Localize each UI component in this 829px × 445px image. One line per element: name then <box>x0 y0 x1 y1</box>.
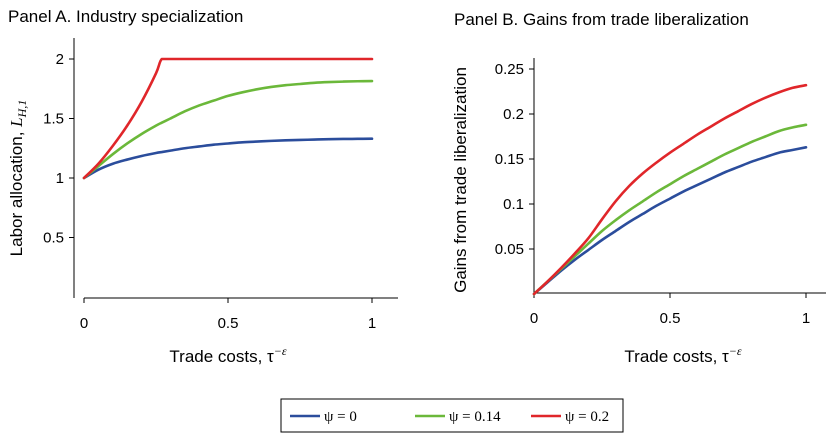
legend: ψ = 0 ψ = 0.14 ψ = 0.2 <box>280 398 624 433</box>
panel-b-x-axis-superscript: −ε <box>729 344 742 358</box>
panel-a-y-tick-label: 1.5 <box>43 111 64 128</box>
panel-a-y-axis-math: L <box>7 117 26 127</box>
panel-b-series-line-3 <box>532 83 808 296</box>
panel-b-series-line-1 <box>532 146 808 296</box>
panel-a-y-axis-label-text: Labor allocation, <box>7 127 26 256</box>
panel-a-chart: Panel A. Industry specialization 0 0.5 1 0.… <box>7 7 398 366</box>
panel-a-title: Panel A. Industry specialization <box>8 7 243 26</box>
panel-a-x-axis-label-text: Trade costs, τ <box>169 347 274 366</box>
panel-b-y-tick-label: 0.25 <box>495 61 524 78</box>
panel-a-x-tick-label: 1 <box>368 315 376 332</box>
panel-b-series-line-2 <box>532 123 808 296</box>
panel-a-series-line-3 <box>82 57 374 180</box>
panel-b-title: Panel B. Gains from trade liberalization <box>454 10 749 29</box>
panel-a-x-tick-label: 0 <box>80 315 88 332</box>
panel-b-y-tick-label: 0.05 <box>495 241 524 258</box>
legend-label-2: ψ = 0.14 <box>449 409 501 425</box>
legend-label-1: ψ = 0 <box>324 409 357 425</box>
legend-box <box>280 398 624 433</box>
panel-b-x-axis-label-text: Trade costs, τ <box>624 347 729 366</box>
panel-b-y-tick-label: 0.2 <box>503 106 524 123</box>
panel-b-chart: Panel B. Gains from trade liberalization… <box>451 10 826 366</box>
panel-b-x-tick-label: 1 <box>802 310 810 327</box>
panel-b-y-tick-label: 0.1 <box>503 196 524 213</box>
panel-a-y-axis-subscript: H,1 <box>15 100 29 119</box>
panel-a-y-tick-label: 2 <box>56 51 64 68</box>
panel-a-x-axis-superscript: −ε <box>274 344 287 358</box>
panel-a-y-axis-label: Labor allocation, LH,1 <box>7 100 29 257</box>
panel-a-series-line-2 <box>82 79 374 180</box>
panel-b-x-axis-label: Trade costs, τ−ε <box>624 344 741 366</box>
legend-label-3: ψ = 0.2 <box>565 409 609 425</box>
panel-b-y-tick-label: 0.15 <box>495 151 524 168</box>
panel-a-y-tick-label: 0.5 <box>43 230 64 247</box>
panel-a-x-tick-label: 0.5 <box>218 315 239 332</box>
panel-b-y-axis-label: Gains from trade liberalization <box>451 67 470 293</box>
panel-a-series-line-1 <box>82 137 374 180</box>
panel-b-x-tick-label: 0 <box>530 310 538 327</box>
panel-b-x-tick-label: 0.5 <box>660 310 681 327</box>
panel-a-y-tick-label: 1 <box>56 170 64 187</box>
panel-a-x-axis-label: Trade costs, τ−ε <box>169 344 286 366</box>
